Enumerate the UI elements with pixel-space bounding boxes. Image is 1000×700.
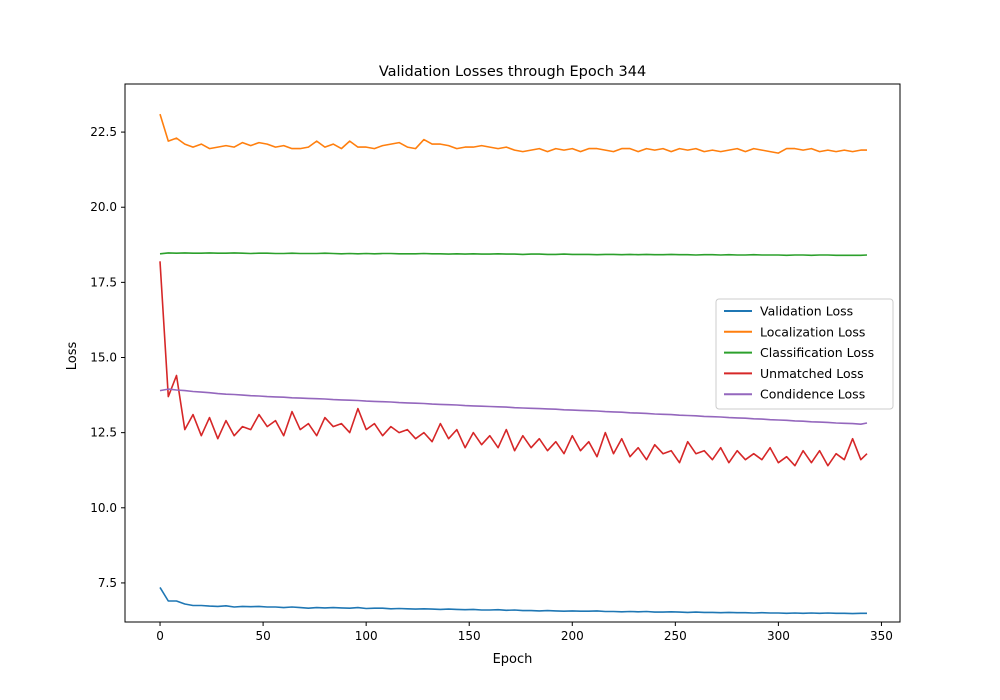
- y-axis-ticks: 7.5 10.0 12.5 15.0 17.5 20.0 22.5: [90, 125, 125, 590]
- x-tick-label: 150: [458, 629, 481, 643]
- legend-label: Condidence Loss: [760, 387, 865, 402]
- series-line-condidence-loss: [159, 388, 868, 426]
- legend: Validation Loss Localization Loss Classifi…: [715, 298, 894, 410]
- x-tick-label: 0: [156, 629, 164, 643]
- x-axis-ticks: 0 50 100 150 200 250 300 350: [156, 622, 893, 643]
- x-tick-label: 200: [561, 629, 584, 643]
- x-tick-label: 100: [355, 629, 378, 643]
- series-line-localization-loss: [159, 113, 867, 154]
- series-line-validation-loss: [159, 586, 867, 615]
- series-line-unmatched-loss: [159, 261, 868, 467]
- legend-box: [715, 298, 894, 410]
- y-tick-label: 7.5: [98, 576, 117, 590]
- chart-title: Validation Losses through Epoch 344: [379, 64, 646, 80]
- y-tick-label: 12.5: [90, 426, 117, 440]
- y-axis-label: Loss: [65, 342, 80, 371]
- y-tick-label: 10.0: [90, 501, 117, 515]
- y-tick-label: 20.0: [90, 200, 117, 214]
- x-tick-label: 250: [664, 629, 687, 643]
- x-tick-label: 50: [255, 629, 270, 643]
- x-axis-label: Epoch: [493, 652, 533, 667]
- y-tick-label: 22.5: [90, 125, 117, 139]
- series-line-classification-loss: [159, 252, 868, 257]
- x-tick-label: 300: [767, 629, 790, 643]
- legend-label: Localization Loss: [760, 324, 865, 339]
- plot-lines: [159, 113, 868, 615]
- legend-label: Classification Loss: [760, 345, 874, 360]
- x-tick-label: 350: [870, 629, 893, 643]
- y-tick-label: 17.5: [90, 275, 117, 289]
- plot-frame: [124, 83, 901, 623]
- y-tick-label: 15.0: [90, 351, 117, 365]
- legend-label: Unmatched Loss: [760, 366, 864, 381]
- legend-label: Validation Loss: [760, 304, 853, 319]
